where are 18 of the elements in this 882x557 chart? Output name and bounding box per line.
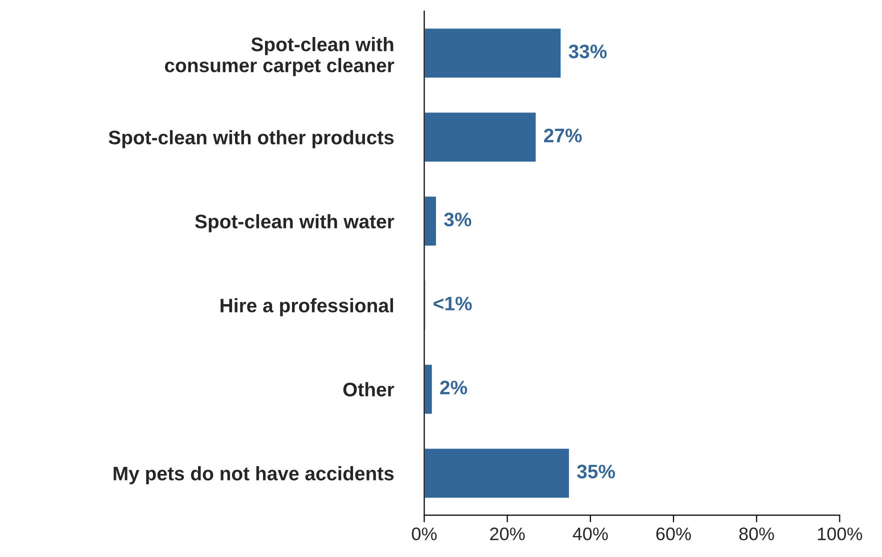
x-tick-label: 0% [412, 528, 437, 540]
x-tick-label: 20% [490, 528, 525, 540]
y-tick-label: Other [343, 382, 394, 396]
data-label: 2% [440, 380, 468, 394]
y-tick-label: My pets do not have accidents [114, 466, 394, 484]
x-tick-label: 80% [739, 528, 774, 540]
x-tick-label: 60% [656, 528, 691, 540]
data-label: 27% [544, 128, 582, 142]
y-tick-label: Spot-clean with other products [108, 130, 394, 148]
x-tick-label: 40% [572, 528, 608, 540]
data-label: 33% [568, 44, 607, 58]
y-tick-label: Spot-clean with consumer carpet cleaner [164, 37, 394, 76]
y-tick-label: Spot-clean with water [195, 214, 394, 232]
data-label: 3% [444, 212, 472, 226]
data-label: <1% [434, 296, 472, 310]
x-tick-label: 100% [818, 528, 862, 540]
data-label: 35% [577, 464, 615, 478]
y-tick-label: Hire a professional [220, 298, 394, 316]
